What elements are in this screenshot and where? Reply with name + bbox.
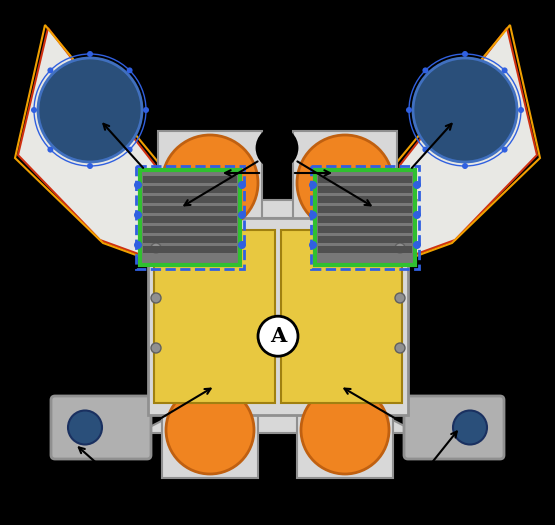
Circle shape [413, 241, 421, 249]
Polygon shape [138, 200, 418, 218]
Circle shape [238, 181, 246, 189]
Bar [318, 226, 412, 233]
Circle shape [134, 181, 142, 189]
Circle shape [413, 58, 517, 162]
Circle shape [134, 241, 142, 249]
Circle shape [166, 386, 254, 474]
Circle shape [462, 51, 468, 57]
Circle shape [134, 211, 142, 219]
Bar [143, 186, 237, 193]
Circle shape [162, 135, 258, 231]
Circle shape [151, 293, 161, 303]
Circle shape [462, 163, 468, 169]
Bar [143, 216, 237, 223]
Circle shape [422, 67, 428, 74]
Circle shape [395, 343, 405, 353]
Bar [318, 246, 412, 253]
Circle shape [47, 146, 53, 153]
Circle shape [502, 146, 508, 153]
Bar [281, 230, 402, 403]
Circle shape [258, 474, 296, 512]
Circle shape [492, 264, 534, 306]
Text: D: D [269, 484, 285, 502]
Circle shape [127, 67, 133, 74]
Circle shape [518, 107, 524, 113]
Bar [148, 218, 408, 415]
Circle shape [413, 181, 421, 189]
Circle shape [257, 128, 297, 168]
Bar [293, 131, 397, 235]
Bar [318, 186, 412, 193]
Bar [311, 166, 419, 269]
Bar [143, 206, 237, 213]
Bar [315, 170, 415, 265]
Circle shape [38, 58, 142, 162]
Bar [143, 196, 237, 203]
Bar [318, 176, 412, 183]
Bar [158, 131, 262, 235]
Circle shape [453, 411, 487, 445]
Circle shape [151, 243, 161, 253]
Circle shape [297, 135, 393, 231]
Circle shape [309, 211, 317, 219]
Bar [318, 216, 412, 223]
Text: B: B [34, 276, 49, 294]
Circle shape [406, 107, 412, 113]
Bar [143, 236, 237, 243]
Bar [154, 230, 275, 403]
Polygon shape [18, 28, 155, 260]
Circle shape [238, 241, 246, 249]
Circle shape [87, 51, 93, 57]
Circle shape [127, 146, 133, 153]
Bar [136, 166, 244, 269]
Bar [318, 206, 412, 213]
Circle shape [258, 316, 298, 356]
Bar [140, 170, 240, 265]
Circle shape [422, 146, 428, 153]
Text: A: A [270, 326, 286, 346]
Circle shape [31, 107, 37, 113]
Circle shape [151, 343, 161, 353]
Bar [318, 236, 412, 243]
Circle shape [87, 163, 93, 169]
Circle shape [258, 11, 296, 49]
Circle shape [395, 243, 405, 253]
Circle shape [301, 386, 389, 474]
Polygon shape [138, 415, 418, 433]
FancyBboxPatch shape [51, 396, 151, 459]
Bar [162, 382, 258, 478]
Circle shape [21, 264, 63, 306]
Circle shape [502, 67, 508, 74]
Circle shape [143, 107, 149, 113]
Circle shape [68, 411, 102, 445]
Bar [318, 196, 412, 203]
Text: E: E [270, 21, 284, 39]
Circle shape [238, 211, 246, 219]
Polygon shape [400, 28, 537, 260]
Circle shape [309, 241, 317, 249]
Circle shape [413, 211, 421, 219]
Bar [297, 382, 393, 478]
Bar [333, 198, 357, 220]
Bar [143, 226, 237, 233]
Bar [198, 198, 222, 220]
Text: C): C) [266, 140, 287, 156]
Circle shape [47, 67, 53, 74]
Text: B: B [506, 276, 521, 294]
Bar [143, 246, 237, 253]
Circle shape [309, 181, 317, 189]
Circle shape [395, 293, 405, 303]
Bar [143, 176, 237, 183]
FancyBboxPatch shape [404, 396, 504, 459]
